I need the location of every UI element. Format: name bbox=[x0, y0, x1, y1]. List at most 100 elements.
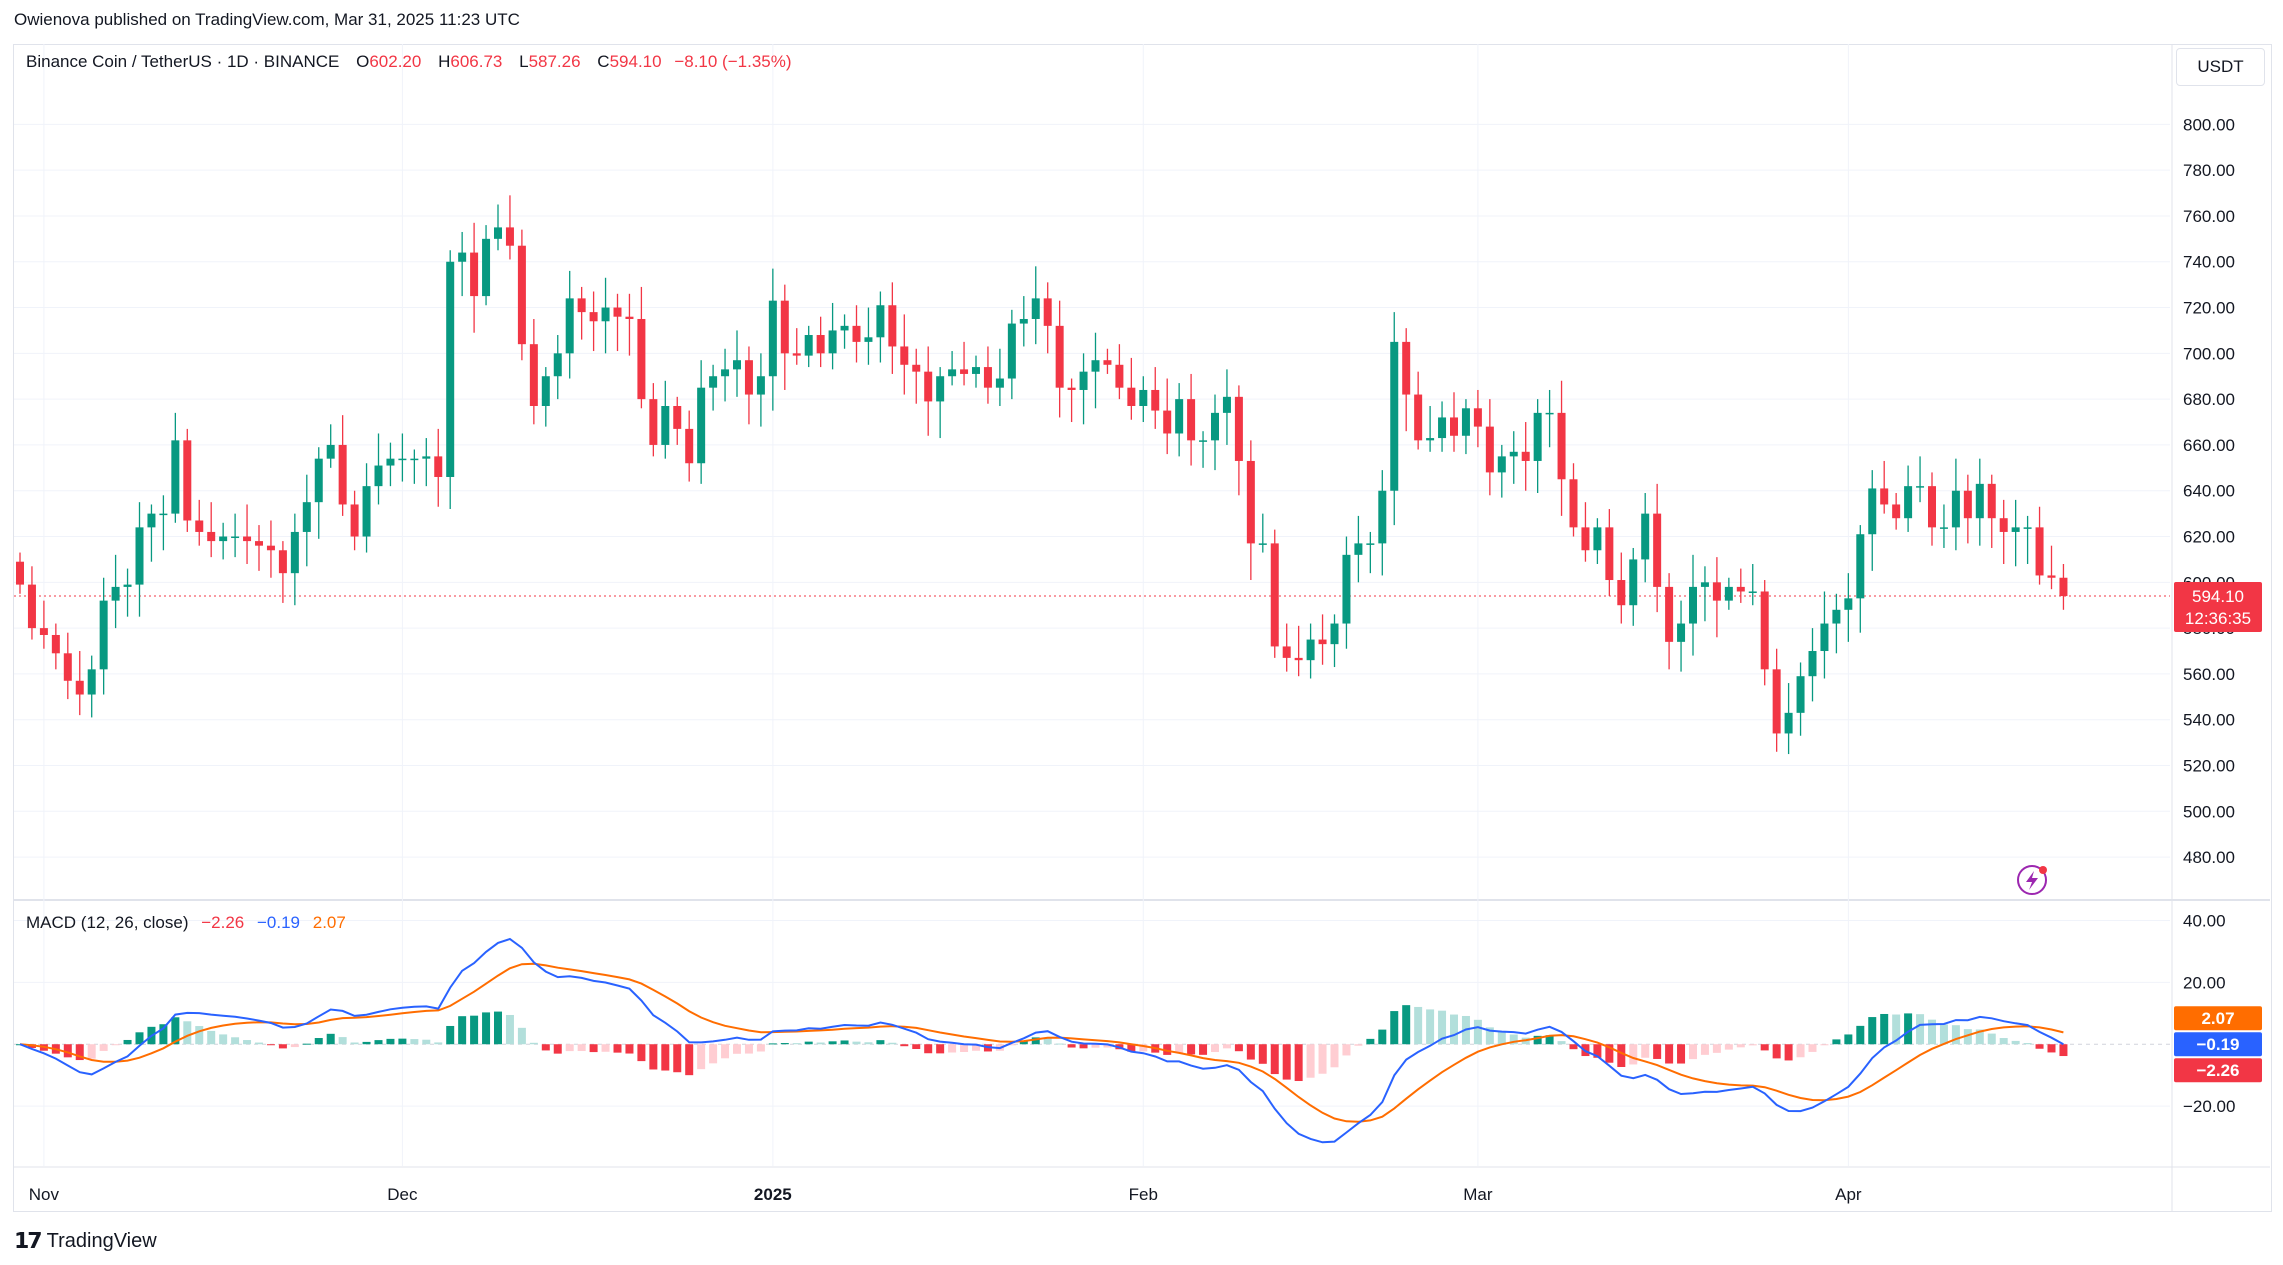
macd-hist-bar bbox=[386, 1038, 395, 1045]
y-tick-label: 520.00 bbox=[2183, 757, 2235, 776]
candle-body bbox=[219, 536, 228, 542]
lightning-icon-ring bbox=[2017, 865, 2047, 895]
macd-hist-bar bbox=[1605, 1044, 1614, 1063]
macd-hist-bar bbox=[87, 1044, 96, 1059]
macd-hist-bar bbox=[1880, 1013, 1889, 1045]
last-price-tag-value: 594.10 bbox=[2192, 587, 2244, 606]
macd-hist-bar bbox=[1677, 1044, 1686, 1064]
macd-hist-bar bbox=[1617, 1044, 1626, 1067]
macd-hist-bar bbox=[828, 1041, 837, 1045]
macd-hist-bar bbox=[709, 1044, 718, 1064]
candle-body bbox=[1760, 591, 1769, 670]
macd-hist-bar bbox=[1593, 1044, 1602, 1058]
lightning-icon bbox=[2017, 865, 2047, 895]
candle-body bbox=[1916, 486, 1925, 488]
candle-body bbox=[828, 330, 837, 354]
macd-hist-bar bbox=[99, 1044, 108, 1051]
candle-body bbox=[1019, 318, 1028, 324]
macd-hist-bar bbox=[1545, 1035, 1554, 1045]
macd-hist-bar bbox=[768, 1043, 777, 1045]
macd-hist-bar bbox=[529, 1042, 538, 1045]
candle-body bbox=[1222, 396, 1231, 413]
candle-body bbox=[912, 364, 921, 372]
candle-body bbox=[1187, 399, 1196, 441]
candle-body bbox=[2059, 577, 2068, 597]
x-tick-label: Nov bbox=[29, 1185, 60, 1204]
macd-hist-bar bbox=[410, 1039, 419, 1045]
macd-hist-bar bbox=[1784, 1044, 1793, 1061]
macd-hist-bar bbox=[744, 1044, 753, 1054]
candle-body bbox=[673, 406, 682, 429]
candle-body bbox=[314, 458, 323, 503]
candle-body bbox=[1485, 426, 1494, 473]
candle-body bbox=[2023, 527, 2032, 529]
currency-button[interactable]: USDT bbox=[2176, 48, 2265, 86]
candle-body bbox=[756, 376, 765, 395]
candle-body bbox=[326, 444, 335, 459]
candle-body bbox=[1533, 412, 1542, 461]
macd-hist-bar bbox=[1712, 1044, 1721, 1053]
macd-hist-bar bbox=[625, 1044, 634, 1054]
macd-hist-bar bbox=[876, 1040, 885, 1045]
macd-hist-bar bbox=[494, 1011, 502, 1045]
macd-hist-bar bbox=[673, 1044, 682, 1073]
macd-hist-bar bbox=[1175, 1044, 1184, 1053]
macd-hist-bar bbox=[1378, 1029, 1387, 1045]
candle-body bbox=[1820, 623, 1829, 652]
high-label: H bbox=[438, 52, 451, 71]
candle-body bbox=[1748, 591, 1757, 593]
candle-body bbox=[1318, 639, 1327, 645]
macd-hist-bar bbox=[936, 1044, 945, 1054]
candle-body bbox=[517, 245, 526, 345]
candle-body bbox=[685, 428, 694, 464]
candle-body bbox=[482, 238, 491, 297]
candle-body bbox=[1617, 580, 1626, 606]
candle-body bbox=[1175, 399, 1184, 434]
tradingview-logo[interactable]: 𝟭𝟳 TradingView bbox=[14, 1228, 157, 1254]
candle-body bbox=[350, 504, 359, 537]
candle-body bbox=[553, 353, 562, 377]
x-tick-label: Apr bbox=[1835, 1185, 1862, 1204]
macd-hist-bar bbox=[637, 1044, 646, 1062]
macd-hist-bar bbox=[63, 1044, 72, 1058]
macd-hist-bar bbox=[685, 1044, 694, 1076]
open-label: O bbox=[356, 52, 370, 71]
low-label: L bbox=[519, 52, 529, 71]
macd-hist-bar bbox=[171, 1017, 180, 1045]
candle-body bbox=[1055, 325, 1064, 388]
macd-tag-value: −0.19 bbox=[2196, 1035, 2239, 1054]
candle-body bbox=[601, 307, 610, 322]
candle-body bbox=[266, 545, 275, 551]
candle-body bbox=[1856, 534, 1865, 599]
candle-body bbox=[1354, 543, 1363, 555]
lightning-icon-dot bbox=[2039, 866, 2047, 874]
lightning-icon-bolt bbox=[2026, 871, 2038, 890]
candle-body bbox=[1724, 586, 1733, 601]
candle-body bbox=[1832, 609, 1841, 624]
candle-body bbox=[1784, 712, 1793, 734]
macd-y-tick-label: −20.00 bbox=[2183, 1097, 2235, 1116]
macd-hist-bar bbox=[1390, 1011, 1399, 1045]
candle-body bbox=[816, 335, 825, 354]
candle-body bbox=[16, 561, 24, 585]
candle-body bbox=[1712, 582, 1721, 601]
candle-body bbox=[792, 353, 801, 356]
macd-hist-bar bbox=[1951, 1025, 1960, 1045]
macd-hist-bar bbox=[1043, 1037, 1052, 1045]
candle-body bbox=[1473, 408, 1482, 427]
candle-body bbox=[1306, 639, 1315, 661]
macd-hist-bar bbox=[1163, 1044, 1172, 1055]
macd-hist-bar bbox=[75, 1044, 84, 1061]
candle-body bbox=[75, 680, 84, 695]
macd-hist-bar bbox=[1354, 1044, 1363, 1046]
candle-body bbox=[1282, 646, 1291, 658]
candle-body bbox=[1689, 586, 1697, 624]
macd-hist-bar bbox=[900, 1044, 909, 1047]
macd-legend: MACD (12, 26, close) −2.26 −0.19 2.07 bbox=[26, 913, 346, 933]
candle-body bbox=[565, 298, 574, 354]
y-tick-label: 480.00 bbox=[2183, 848, 2235, 867]
candle-body bbox=[1091, 360, 1100, 372]
macd-hist-bar bbox=[1975, 1029, 1984, 1045]
candle-body bbox=[1653, 513, 1662, 587]
